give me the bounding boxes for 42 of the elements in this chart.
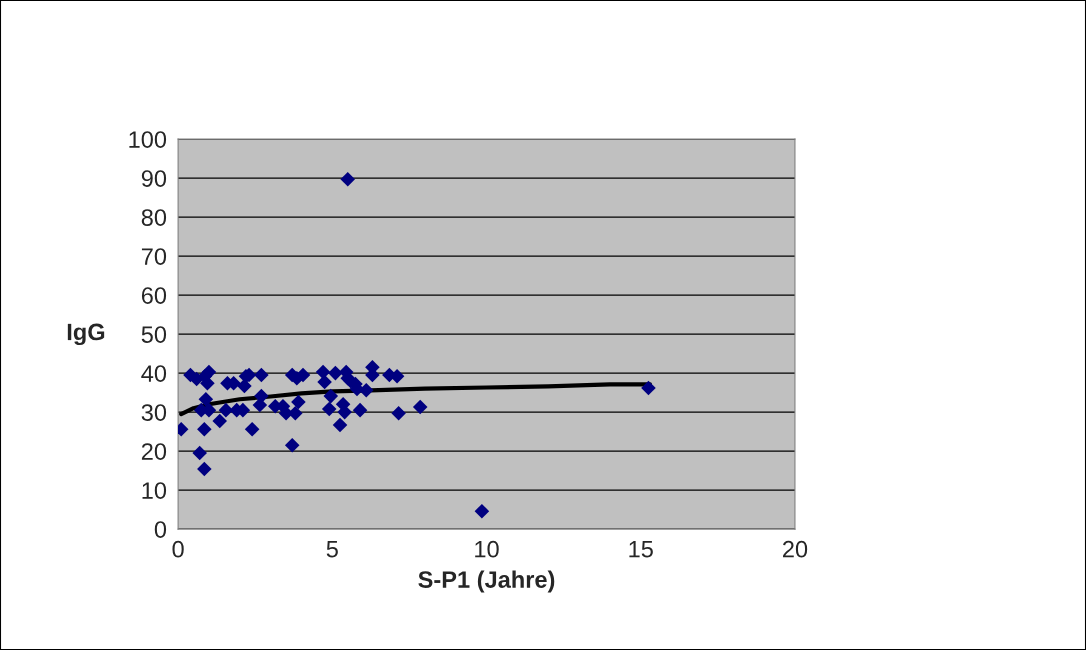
point bbox=[352, 402, 368, 418]
point bbox=[212, 413, 228, 429]
point bbox=[641, 380, 656, 396]
point bbox=[315, 364, 331, 380]
y-tick-label: 40 bbox=[141, 365, 167, 382]
point bbox=[317, 374, 332, 390]
y-tick-label: 0 bbox=[154, 521, 167, 538]
y-tick-label: 100 bbox=[129, 131, 167, 148]
x-axis-title: S-P1 (Jahre) bbox=[418, 570, 555, 593]
point bbox=[412, 399, 428, 415]
point bbox=[218, 402, 234, 418]
y-tick-label: 70 bbox=[141, 248, 167, 265]
point bbox=[201, 364, 217, 380]
point bbox=[244, 421, 260, 437]
x-tick-label: 5 bbox=[326, 541, 338, 558]
x-tick-label: 0 bbox=[172, 540, 184, 558]
x-tick-label: 10 bbox=[475, 540, 499, 558]
y-tick-label: 10 bbox=[142, 482, 167, 499]
y-tick-label: 50 bbox=[141, 326, 167, 343]
point bbox=[284, 437, 300, 453]
point bbox=[340, 171, 356, 187]
point bbox=[197, 461, 212, 477]
y-tick-label: 30 bbox=[141, 404, 167, 421]
point bbox=[254, 388, 269, 404]
y-tick-label: 60 bbox=[141, 287, 167, 304]
point bbox=[323, 388, 339, 404]
x-tick-label: 20 bbox=[783, 540, 808, 558]
y-tick-label: 90 bbox=[141, 170, 167, 187]
point bbox=[474, 503, 490, 519]
y-axis-title: IgG bbox=[67, 323, 105, 346]
point bbox=[332, 417, 348, 433]
point bbox=[288, 405, 303, 421]
point bbox=[198, 391, 214, 407]
point bbox=[291, 394, 306, 410]
point bbox=[192, 445, 207, 461]
y-tick-label: 20 bbox=[141, 443, 167, 460]
point bbox=[254, 367, 269, 383]
x-tick-label: 15 bbox=[629, 541, 653, 558]
point bbox=[391, 405, 406, 421]
point bbox=[197, 421, 212, 437]
y-tick-label: 80 bbox=[141, 209, 167, 226]
point bbox=[321, 401, 337, 417]
